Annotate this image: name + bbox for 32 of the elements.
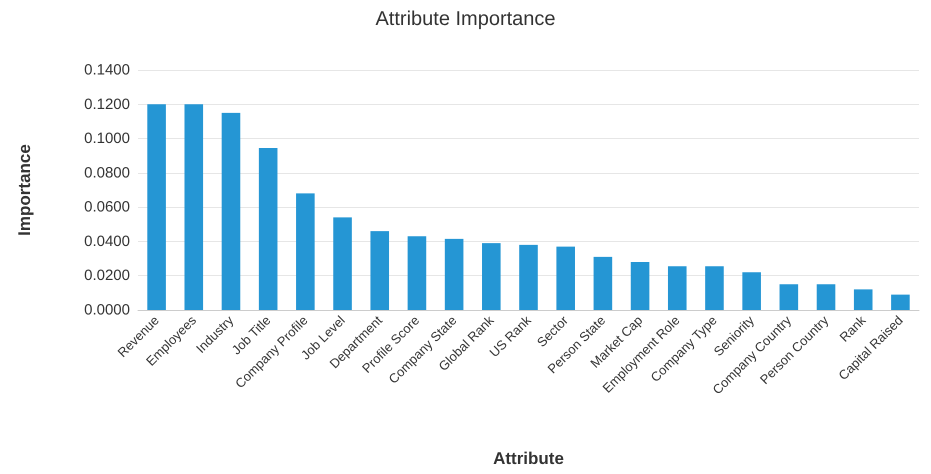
bar xyxy=(705,266,724,310)
y-tick-label: 0.0600 xyxy=(84,198,130,216)
y-tick-label: 0.0400 xyxy=(84,232,130,250)
bar xyxy=(519,244,538,310)
bar xyxy=(854,289,873,310)
x-axis-title: Attribute xyxy=(493,449,564,468)
bar xyxy=(482,243,501,310)
bar xyxy=(222,112,240,310)
bar xyxy=(408,236,426,310)
bar xyxy=(147,104,166,310)
bar xyxy=(816,284,836,310)
bar xyxy=(556,246,575,310)
y-tick-label: 0.1200 xyxy=(84,96,130,113)
bar xyxy=(891,294,910,310)
bar xyxy=(184,104,204,310)
y-axis-title: Importance xyxy=(15,144,34,236)
bar xyxy=(780,284,798,310)
y-tick-label: 0.0800 xyxy=(84,164,130,182)
chart-title: Attribute Importance xyxy=(375,8,556,30)
y-tick-label: 0.1400 xyxy=(84,62,130,78)
bar xyxy=(370,231,390,310)
y-tick-label: 0.0200 xyxy=(84,267,130,284)
y-tick-label: 0.0000 xyxy=(84,302,130,318)
bar xyxy=(668,266,687,310)
bar xyxy=(594,256,612,310)
y-tick-label: 0.1000 xyxy=(84,130,130,148)
bar xyxy=(296,193,315,310)
bar xyxy=(742,272,761,310)
bar xyxy=(258,148,278,310)
bar xyxy=(333,217,352,310)
bar xyxy=(444,238,464,310)
bar xyxy=(630,262,650,310)
